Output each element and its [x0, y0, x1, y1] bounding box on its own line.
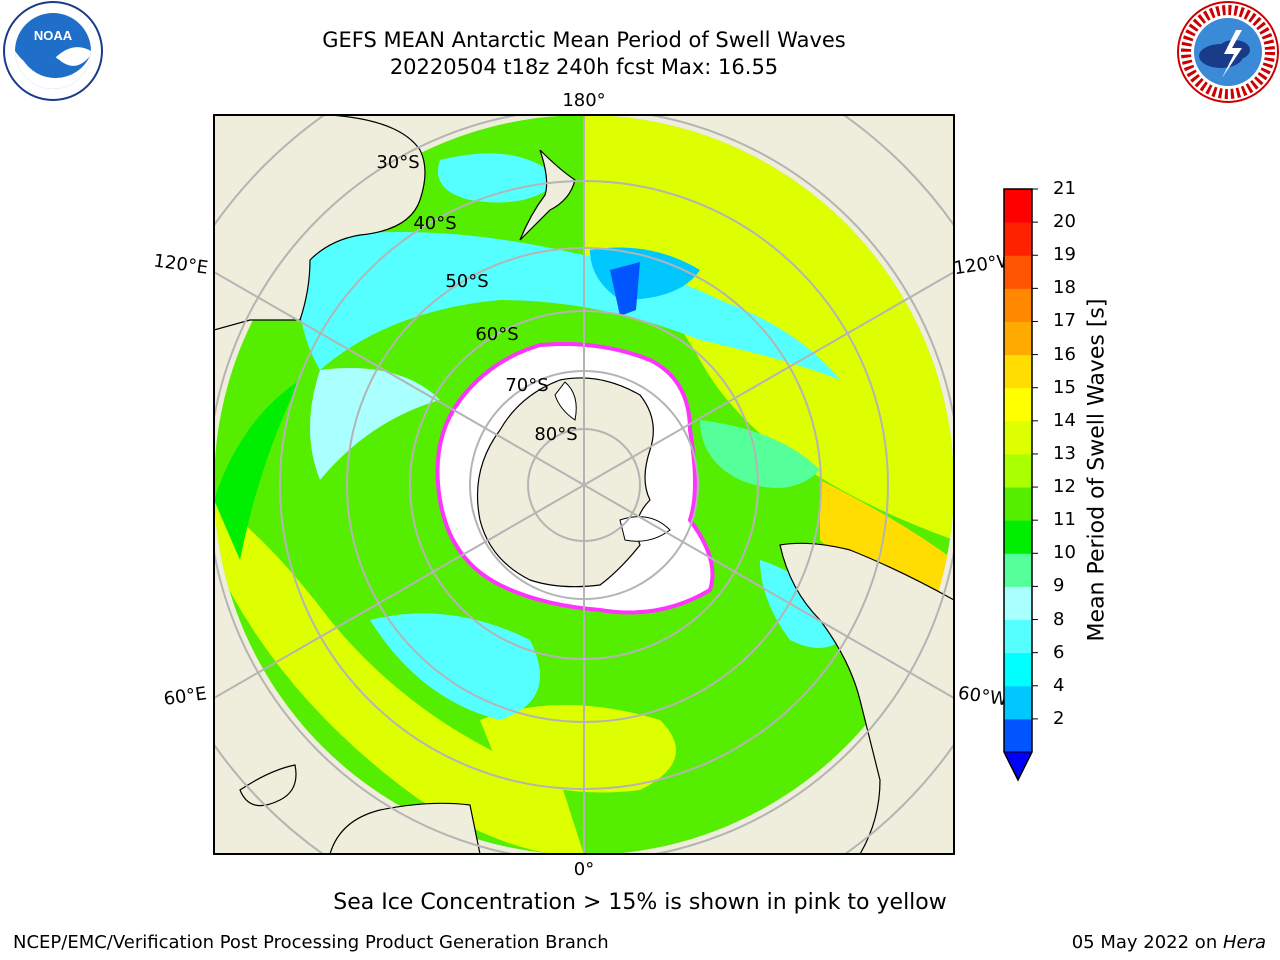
- colorbar-segment: [1004, 553, 1032, 587]
- nws-logo: [1177, 1, 1279, 103]
- footer-machine: Hera: [1222, 932, 1266, 953]
- australia-land: [214, 115, 426, 331]
- sea-ice-caption: Sea Ice Concentration > 15% is shown in …: [333, 890, 947, 915]
- colorbar-tick-label: 19: [1053, 244, 1076, 266]
- chart-title: GEFS MEAN Antarctic Mean Period of Swell…: [322, 28, 846, 52]
- colorbar-segment: [1004, 487, 1032, 521]
- colorbar-tick-label: 20: [1053, 211, 1076, 233]
- colorbar-segment: [1004, 387, 1032, 422]
- colorbar-segment: [1004, 453, 1032, 488]
- noaa-logo: NOAA: [3, 1, 103, 101]
- madagascar-land: [239, 764, 297, 807]
- footer-date: 05 May 2022 on Hera: [1072, 932, 1266, 953]
- colorbar-tick-label: 18: [1053, 277, 1076, 299]
- colorbar-segment: [1004, 586, 1032, 621]
- colorbar-tick-label: 21: [1053, 178, 1076, 199]
- graticule: [214, 115, 954, 854]
- map-area: [214, 115, 954, 854]
- lat-label-50s: 50°S: [445, 271, 488, 292]
- new-zealand-land: [519, 149, 576, 241]
- map-frame: [213, 114, 955, 855]
- colorbar-tick-label: 4: [1053, 674, 1065, 696]
- africa-land: [329, 802, 481, 854]
- colorbar-tick-label: 14: [1053, 409, 1076, 431]
- lon-label-120e: 120°E: [152, 250, 209, 278]
- colorbar-segment: [1004, 718, 1032, 753]
- colorbar-segment: [1004, 222, 1032, 256]
- colorbar-title: Mean Period of Swell Waves [s]: [1084, 298, 1110, 642]
- colorbar-tick-label: 9: [1053, 575, 1065, 597]
- colorbar-segment: [1004, 255, 1032, 289]
- colorbar-segment: [1004, 619, 1032, 654]
- lat-label-70s: 70°S: [505, 375, 548, 396]
- colorbar-tick-label: 10: [1053, 542, 1076, 564]
- colorbar-tick-label: 17: [1053, 310, 1076, 332]
- colorbar-segment: [1004, 288, 1032, 322]
- colorbar-tick-label: 11: [1053, 509, 1076, 531]
- chart-subtitle: 20220504 t18z 240h fcst Max: 16.55: [389, 55, 779, 79]
- colorbar-outline: [1003, 188, 1033, 782]
- lon-label-60w: 60°W: [957, 683, 1009, 711]
- lat-label-60s: 60°S: [475, 324, 518, 345]
- colorbar-extend-arrow: [1003, 751, 1033, 782]
- colorbar-tick-label: 8: [1053, 608, 1065, 630]
- colorbar-segment: [1004, 652, 1032, 687]
- footer-date-text: 05 May 2022 on: [1071, 932, 1223, 953]
- colorbar-tick-label: 2: [1053, 707, 1065, 729]
- footer-credit: NCEP/EMC/Verification Post Processing Pr…: [13, 932, 609, 953]
- lon-label-0: 0°: [574, 859, 594, 880]
- colorbar-tick-label: 15: [1053, 376, 1076, 398]
- colorbar-segment: [1004, 189, 1032, 223]
- colorbar-segment: [1004, 520, 1032, 554]
- svg-text:NOAA: NOAA: [34, 28, 73, 43]
- colorbar-tick-label: 12: [1053, 476, 1076, 498]
- lat-label-40s: 40°S: [413, 213, 456, 234]
- colorbar-segment: [1004, 685, 1032, 720]
- lat-label-30s: 30°S: [376, 152, 419, 173]
- colorbar-segment: [1004, 321, 1032, 356]
- colorbar-tick-label: 13: [1053, 442, 1076, 464]
- lat-label-80s: 80°S: [534, 424, 577, 445]
- colorbar: [1003, 188, 1038, 782]
- colorbar-tick-label: 16: [1053, 343, 1076, 365]
- ross-ice-shelf: [554, 381, 577, 421]
- colorbar-tick-label: 6: [1053, 641, 1065, 663]
- lon-label-180: 180°: [562, 90, 605, 111]
- colorbar-segment: [1004, 354, 1032, 389]
- lon-label-60e: 60°E: [162, 683, 208, 710]
- colorbar-segment: [1004, 420, 1032, 455]
